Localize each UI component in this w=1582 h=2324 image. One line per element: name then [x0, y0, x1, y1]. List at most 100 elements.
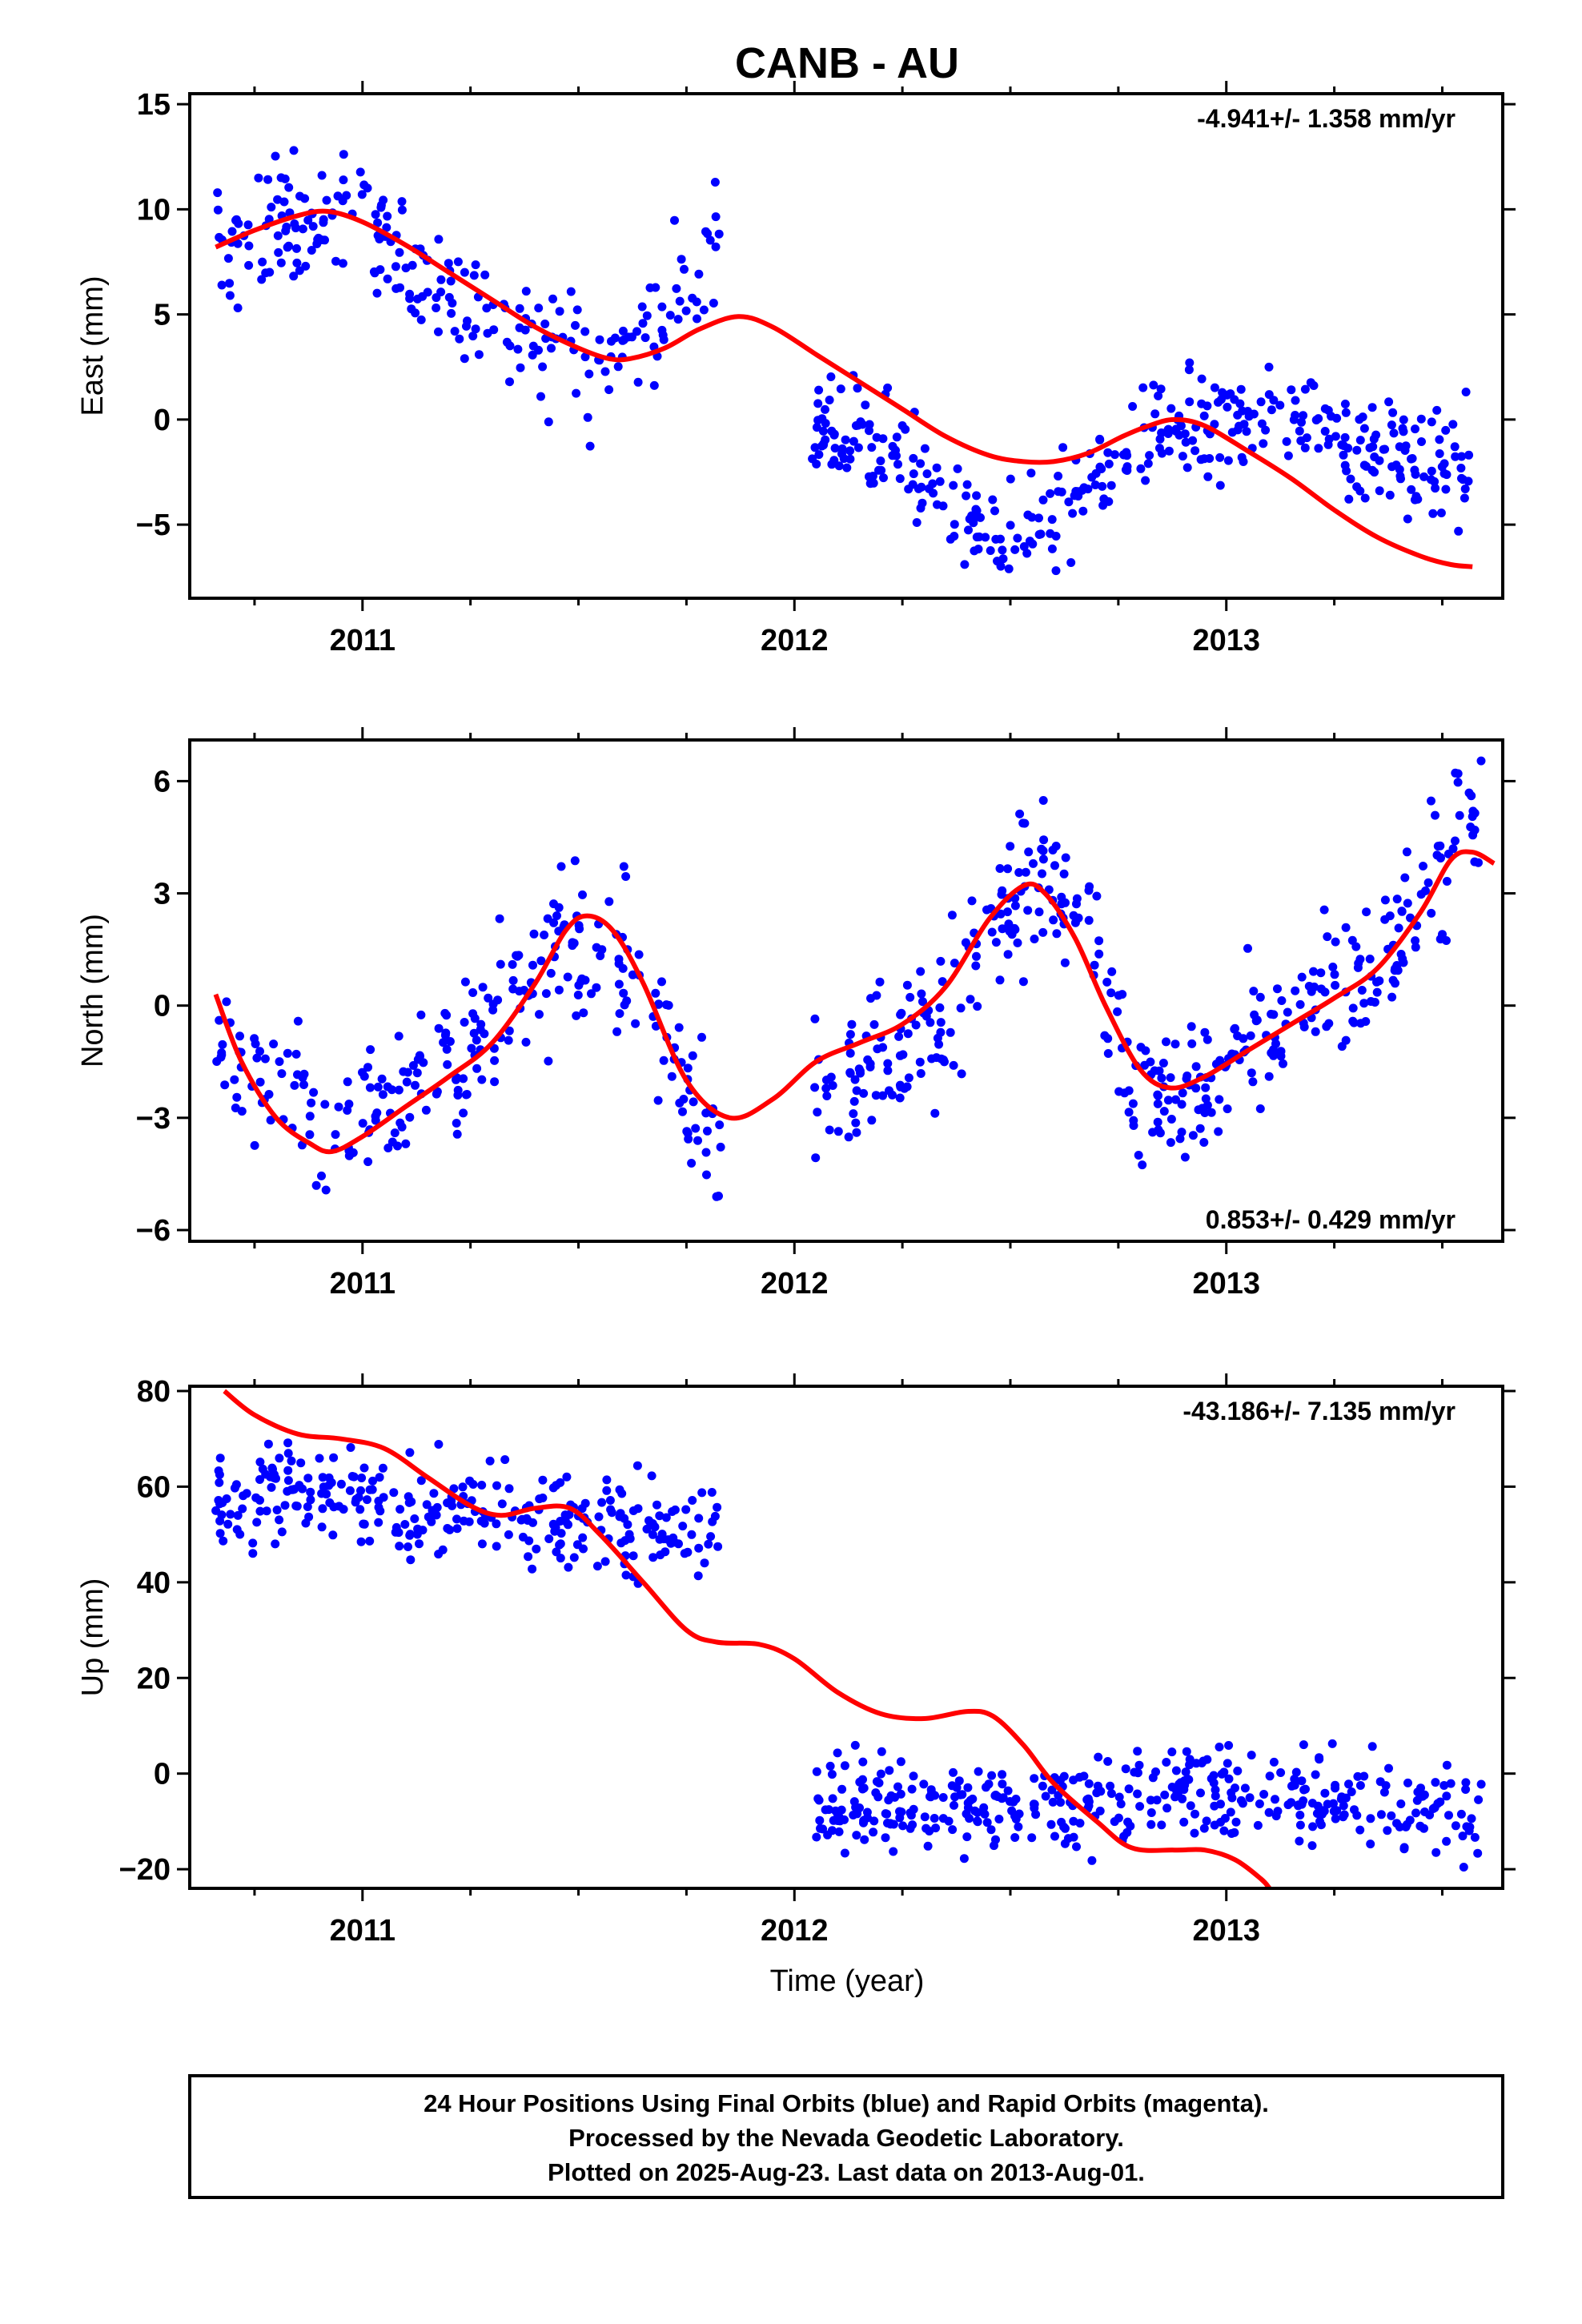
data-point [1320, 404, 1330, 413]
data-point [926, 1785, 936, 1795]
data-point [1291, 411, 1300, 420]
data-point [1460, 485, 1470, 493]
data-point [375, 265, 385, 275]
data-point [394, 1085, 404, 1095]
data-point [1339, 441, 1348, 450]
data-point [987, 1771, 997, 1780]
data-point [681, 1505, 691, 1514]
data-point [333, 191, 343, 201]
data-point [1223, 456, 1233, 465]
data-point [895, 474, 905, 484]
data-point [295, 1481, 304, 1490]
data-point [331, 1130, 340, 1140]
data-point [638, 319, 648, 328]
rate-annotation-north: 0.853+/- 0.429 mm/yr [1206, 1205, 1456, 1234]
data-point [1295, 426, 1304, 436]
data-point [391, 262, 400, 271]
data-point [1006, 474, 1015, 484]
data-point [1046, 1819, 1056, 1829]
data-point [1384, 397, 1394, 407]
data-point [1315, 1755, 1324, 1764]
data-point [850, 1075, 860, 1084]
data-point [374, 1518, 383, 1527]
data-point [1059, 1771, 1069, 1781]
y-tick-label: 0 [154, 990, 171, 1023]
data-point [1410, 465, 1419, 475]
data-point [691, 1124, 701, 1133]
data-point [1134, 1151, 1143, 1160]
data-point [618, 326, 628, 336]
data-point [535, 1010, 544, 1019]
y-tick-label: 3 [154, 878, 171, 911]
data-point [918, 997, 927, 1007]
data-point [1464, 476, 1473, 486]
data-point [703, 229, 713, 239]
data-point [973, 1817, 982, 1827]
data-point [1282, 436, 1291, 446]
data-point [556, 1478, 565, 1487]
data-point [443, 1524, 452, 1533]
data-point [810, 1083, 820, 1092]
data-point [834, 1827, 844, 1836]
data-point [283, 1449, 293, 1458]
data-point [1417, 437, 1426, 446]
data-point [1128, 402, 1138, 411]
data-point [1092, 891, 1102, 901]
data-point [625, 1534, 635, 1543]
data-point [1233, 410, 1243, 420]
data-point [883, 383, 893, 392]
data-point [547, 344, 556, 353]
data-point [1070, 918, 1080, 927]
data-point [1416, 1783, 1425, 1793]
y-tick-label: 10 [137, 193, 171, 227]
data-point [1405, 1815, 1415, 1825]
data-point [1442, 1836, 1452, 1846]
data-point [1184, 365, 1194, 375]
data-point [1098, 481, 1107, 491]
data-point [883, 1066, 893, 1076]
data-point [1344, 1779, 1353, 1789]
data-point [982, 1818, 992, 1827]
data-point [504, 1530, 513, 1539]
data-point [416, 315, 426, 324]
data-point [1239, 420, 1249, 429]
data-point [371, 210, 380, 219]
data-point [1259, 439, 1268, 448]
data-point [1003, 907, 1012, 917]
plot-frame-north [188, 738, 1504, 1243]
data-point [1223, 402, 1232, 412]
data-point [346, 1443, 355, 1452]
data-point [813, 1794, 823, 1803]
data-point [962, 480, 972, 489]
data-point [921, 1823, 931, 1833]
points-north [212, 756, 1486, 1201]
data-point [693, 1571, 703, 1581]
data-point [1230, 1024, 1239, 1034]
data-point [1177, 1128, 1186, 1137]
data-point [257, 275, 267, 284]
data-point [1446, 1779, 1456, 1788]
data-point [952, 1783, 962, 1792]
data-point [303, 1502, 312, 1511]
data-point [394, 1031, 404, 1041]
data-point [1399, 415, 1408, 424]
data-point [862, 1807, 872, 1817]
data-point [937, 1054, 946, 1063]
data-point [1331, 432, 1340, 441]
data-point [907, 1784, 917, 1794]
data-point [1331, 1783, 1340, 1793]
data-point [875, 977, 885, 987]
data-point [1316, 1820, 1326, 1830]
data-point [372, 288, 382, 298]
data-point [215, 1529, 225, 1538]
data-point [649, 380, 659, 390]
data-point [1248, 1077, 1258, 1087]
data-point [365, 1083, 375, 1092]
data-point [678, 1107, 687, 1116]
data-point [991, 938, 1001, 947]
data-point [1366, 997, 1375, 1006]
data-point [1367, 403, 1377, 412]
data-point [886, 1791, 896, 1800]
data-point [355, 1505, 365, 1514]
data-point [995, 975, 1005, 985]
